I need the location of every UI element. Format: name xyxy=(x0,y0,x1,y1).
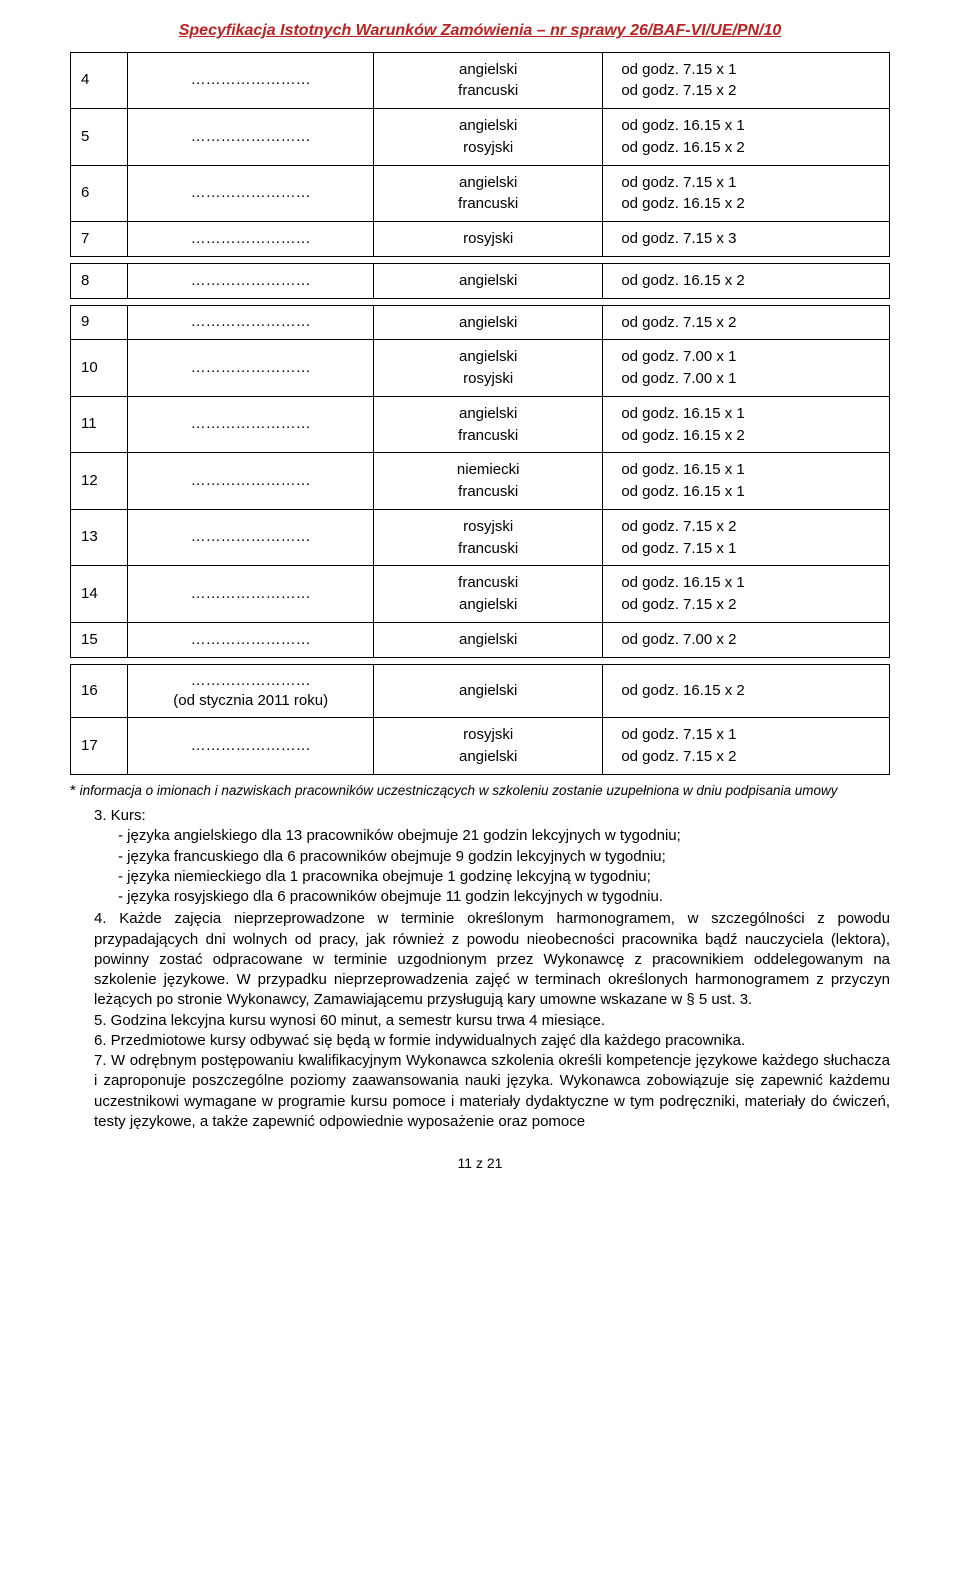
document-header: Specyfikacja Istotnych Warunków Zamówien… xyxy=(70,20,890,42)
para3-bullet: - języka francuskiego dla 6 pracowników … xyxy=(118,847,890,867)
row-dots: ……………………(od stycznia 2011 roku) xyxy=(128,664,374,718)
schedule-table: 16……………………(od stycznia 2011 roku)angiels… xyxy=(70,664,890,775)
row-dots: …………………… xyxy=(128,622,374,657)
table-row: 4……………………angielskifrancuskiod godz. 7.15… xyxy=(71,52,890,109)
row-dots: …………………… xyxy=(128,109,374,166)
paragraph-5: 5. Godzina lekcyjna kursu wynosi 60 minu… xyxy=(94,1011,890,1031)
row-times: od godz. 16.15 x 1od godz. 16.15 x 2 xyxy=(603,109,890,166)
table-row: 13……………………rosyjskifrancuskiod godz. 7.15… xyxy=(71,509,890,566)
table-row: 6……………………angielskifrancuskiod godz. 7.15… xyxy=(71,165,890,222)
schedule-table: 4……………………angielskifrancuskiod godz. 7.15… xyxy=(70,52,890,257)
row-number: 9 xyxy=(71,305,128,340)
table-row: 9……………………angielskiod godz. 7.15 x 2 xyxy=(71,305,890,340)
schedule-table: 9……………………angielskiod godz. 7.15 x 210………… xyxy=(70,305,890,658)
row-dots: …………………… xyxy=(128,340,374,397)
table-row: 8……………………angielskiod godz. 16.15 x 2 xyxy=(71,263,890,298)
table-row: 7……………………rosyjskiod godz. 7.15 x 3 xyxy=(71,222,890,257)
row-number: 13 xyxy=(71,509,128,566)
table-row: 10……………………angielskirosyjskiod godz. 7.00… xyxy=(71,340,890,397)
paragraph-7: 7. W odrębnym postępowaniu kwalifikacyjn… xyxy=(94,1051,890,1132)
paragraph-4: 4. Każde zajęcia nieprzeprowadzone w ter… xyxy=(94,909,890,1010)
table-row: 15……………………angielskiod godz. 7.00 x 2 xyxy=(71,622,890,657)
row-languages: angielskifrancuski xyxy=(374,165,603,222)
footnote: * informacja o imionach i nazwiskach pra… xyxy=(70,781,890,801)
row-number: 10 xyxy=(71,340,128,397)
footnote-text: informacja o imionach i nazwiskach praco… xyxy=(80,783,838,798)
row-dots: …………………… xyxy=(128,222,374,257)
table-row: 17……………………rosyjskiangielskiod godz. 7.15… xyxy=(71,718,890,775)
row-times: od godz. 7.15 x 2od godz. 7.15 x 1 xyxy=(603,509,890,566)
paragraph-3: 3. Kurs: - języka angielskiego dla 13 pr… xyxy=(94,806,890,907)
row-dots: …………………… xyxy=(128,718,374,775)
row-number: 11 xyxy=(71,396,128,453)
footnote-star: * xyxy=(70,782,76,799)
row-number: 7 xyxy=(71,222,128,257)
table-row: 11……………………angielskifrancuskiod godz. 16.… xyxy=(71,396,890,453)
row-dots: …………………… xyxy=(128,165,374,222)
row-languages: angielskirosyjski xyxy=(374,340,603,397)
paragraph-6: 6. Przedmiotowe kursy odbywać się będą w… xyxy=(94,1031,890,1051)
row-languages: angielskifrancuski xyxy=(374,52,603,109)
page-number: 11 z 21 xyxy=(70,1154,890,1173)
row-languages: rosyjskiangielski xyxy=(374,718,603,775)
row-languages: francuskiangielski xyxy=(374,566,603,623)
row-times: od godz. 7.15 x 1od godz. 16.15 x 2 xyxy=(603,165,890,222)
row-languages: angielskifrancuski xyxy=(374,396,603,453)
row-languages: rosyjski xyxy=(374,222,603,257)
row-number: 6 xyxy=(71,165,128,222)
row-number: 8 xyxy=(71,263,128,298)
row-times: od godz. 16.15 x 1od godz. 7.15 x 2 xyxy=(603,566,890,623)
row-times: od godz. 16.15 x 1od godz. 16.15 x 2 xyxy=(603,396,890,453)
table-row: 16……………………(od stycznia 2011 roku)angiels… xyxy=(71,664,890,718)
para3-items: - języka angielskiego dla 13 pracowników… xyxy=(118,826,890,907)
para3-bullet: - języka angielskiego dla 13 pracowników… xyxy=(118,826,890,846)
row-number: 15 xyxy=(71,622,128,657)
para3-bullet: - języka niemieckiego dla 1 pracownika o… xyxy=(118,867,890,887)
table-row: 14……………………francuskiangielskiod godz. 16.… xyxy=(71,566,890,623)
schedule-table: 8……………………angielskiod godz. 16.15 x 2 xyxy=(70,263,890,299)
row-dots: …………………… xyxy=(128,396,374,453)
row-number: 17 xyxy=(71,718,128,775)
row-number: 5 xyxy=(71,109,128,166)
row-dots: …………………… xyxy=(128,305,374,340)
row-languages: angielski xyxy=(374,664,603,718)
row-languages: angielskirosyjski xyxy=(374,109,603,166)
table-row: 12……………………niemieckifrancuskiod godz. 16.… xyxy=(71,453,890,510)
row-times: od godz. 7.00 x 1od godz. 7.00 x 1 xyxy=(603,340,890,397)
row-languages: rosyjskifrancuski xyxy=(374,509,603,566)
row-number: 14 xyxy=(71,566,128,623)
row-languages: angielski xyxy=(374,622,603,657)
row-times: od godz. 7.15 x 1od godz. 7.15 x 2 xyxy=(603,718,890,775)
row-times: od godz. 7.15 x 2 xyxy=(603,305,890,340)
row-languages: angielski xyxy=(374,305,603,340)
row-dots: …………………… xyxy=(128,509,374,566)
row-times: od godz. 16.15 x 2 xyxy=(603,263,890,298)
para3-bullet: - języka rosyjskiego dla 6 pracowników o… xyxy=(118,887,890,907)
row-dots: …………………… xyxy=(128,263,374,298)
row-languages: angielski xyxy=(374,263,603,298)
row-dots: …………………… xyxy=(128,52,374,109)
row-number: 4 xyxy=(71,52,128,109)
row-times: od godz. 7.15 x 1od godz. 7.15 x 2 xyxy=(603,52,890,109)
row-number: 16 xyxy=(71,664,128,718)
para3-label: 3. Kurs: xyxy=(94,806,890,826)
tables-container: 4……………………angielskifrancuskiod godz. 7.15… xyxy=(70,52,890,775)
row-dots: …………………… xyxy=(128,566,374,623)
row-languages: niemieckifrancuski xyxy=(374,453,603,510)
table-row: 5……………………angielskirosyjskiod godz. 16.15… xyxy=(71,109,890,166)
row-dots: …………………… xyxy=(128,453,374,510)
row-times: od godz. 7.15 x 3 xyxy=(603,222,890,257)
row-number: 12 xyxy=(71,453,128,510)
row-times: od godz. 16.15 x 2 xyxy=(603,664,890,718)
row-times: od godz. 16.15 x 1od godz. 16.15 x 1 xyxy=(603,453,890,510)
row-times: od godz. 7.00 x 2 xyxy=(603,622,890,657)
